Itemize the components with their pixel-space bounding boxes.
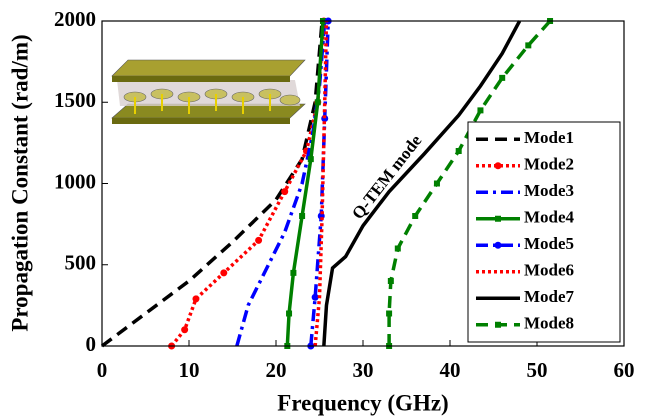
point xyxy=(308,156,314,162)
annotation: Q-TEM mode xyxy=(348,131,426,223)
y-tick-label: 1500 xyxy=(54,88,96,112)
x-tick-label: 40 xyxy=(440,358,461,382)
legend-label: Mode1 xyxy=(524,128,574,147)
point xyxy=(281,188,288,195)
legend-label: Mode3 xyxy=(524,181,574,200)
point xyxy=(412,213,418,219)
y-axis-label: Propagation Constant (rad/m) xyxy=(7,34,32,331)
point xyxy=(192,295,199,302)
point xyxy=(290,270,296,276)
point xyxy=(395,246,401,252)
point xyxy=(299,213,305,219)
y-tick-label: 2000 xyxy=(54,7,96,31)
legend-marker xyxy=(495,242,502,249)
legend-label: Mode2 xyxy=(524,155,574,174)
point xyxy=(315,99,321,105)
x-tick-label: 30 xyxy=(353,358,374,382)
point xyxy=(181,326,188,333)
point xyxy=(312,294,319,301)
legend-marker xyxy=(495,162,502,169)
point xyxy=(388,278,394,284)
x-tick-label: 20 xyxy=(266,358,287,382)
legend-marker xyxy=(495,322,501,328)
legend-label: Mode7 xyxy=(524,287,575,306)
x-tick-label: 10 xyxy=(179,358,200,382)
legend-label: Mode8 xyxy=(524,314,574,333)
point xyxy=(255,237,262,244)
legend-marker xyxy=(495,216,501,222)
y-tick-label: 1000 xyxy=(54,169,96,193)
inset-structure xyxy=(112,60,305,124)
point xyxy=(286,311,292,317)
chart: Frequency (GHz) Propagation Constant (ra… xyxy=(0,0,653,420)
point xyxy=(220,269,227,276)
legend-label: Mode4 xyxy=(524,208,575,227)
point xyxy=(477,107,483,113)
point xyxy=(525,42,531,48)
x-tick-label: 0 xyxy=(97,358,108,382)
x-tick-label: 50 xyxy=(527,358,548,382)
point xyxy=(456,148,462,154)
y-tick-label: 500 xyxy=(65,251,97,275)
x-axis-label: Frequency (GHz) xyxy=(277,390,448,415)
point xyxy=(434,181,440,187)
y-tick-label: 0 xyxy=(86,332,97,356)
legend-label: Mode5 xyxy=(524,234,574,253)
legend-label: Mode6 xyxy=(524,261,574,280)
x-tick-label: 60 xyxy=(614,358,635,382)
point xyxy=(386,311,392,317)
point xyxy=(499,75,505,81)
